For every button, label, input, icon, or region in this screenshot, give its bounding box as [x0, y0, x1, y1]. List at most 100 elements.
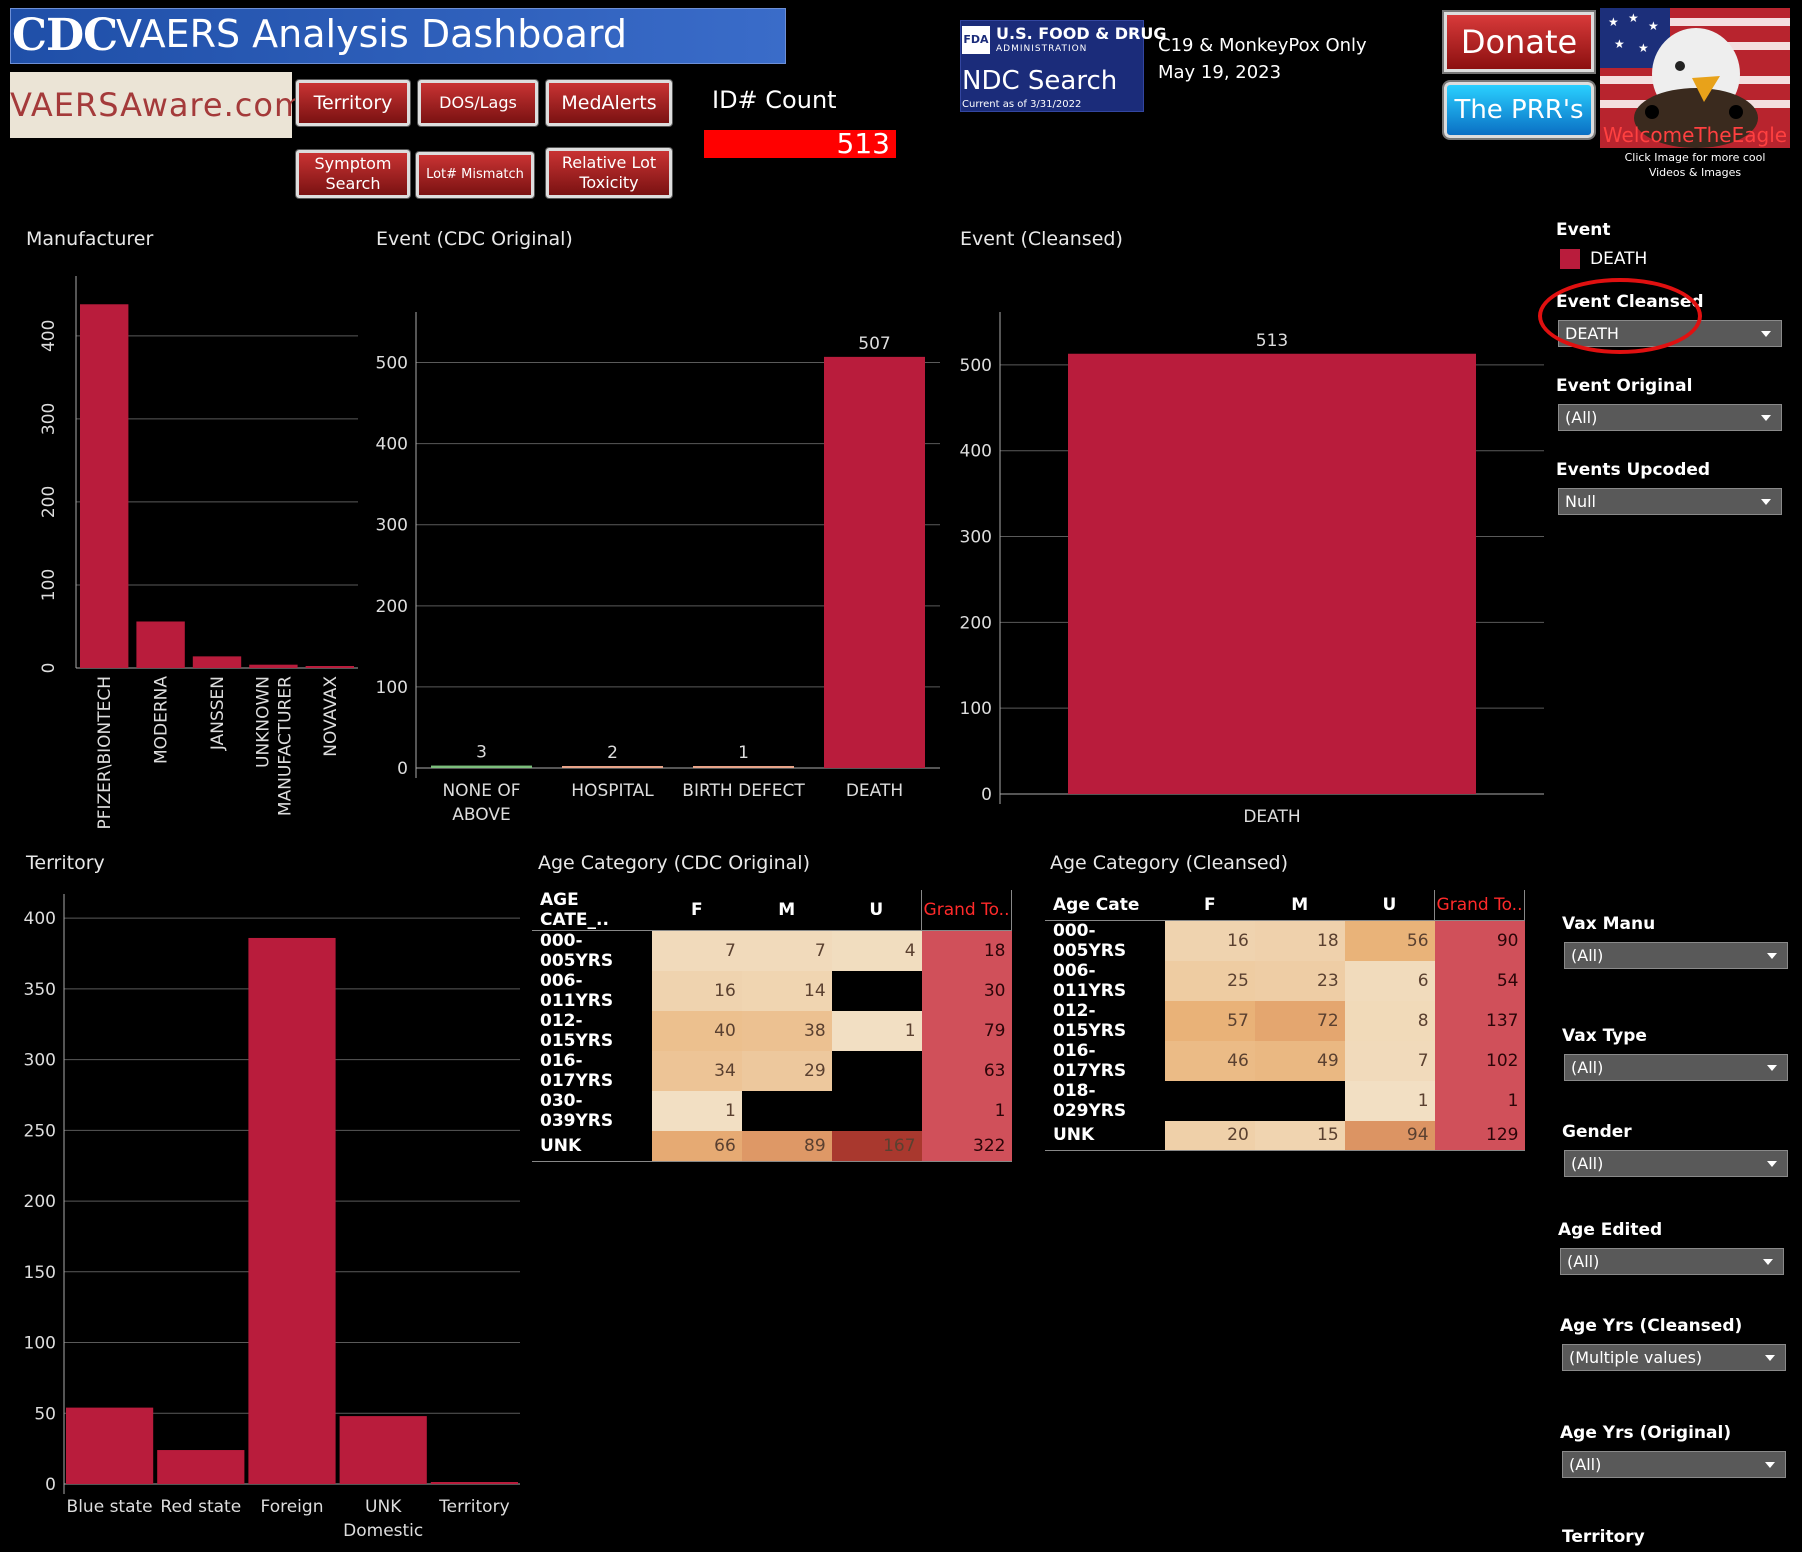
- row-label[interactable]: UNK: [1045, 1120, 1165, 1151]
- prr-button[interactable]: The PRR's: [1444, 82, 1594, 138]
- heatmap-cell[interactable]: 1: [1344, 1080, 1435, 1121]
- heatmap-cell[interactable]: 94: [1344, 1120, 1435, 1151]
- column-header[interactable]: F: [651, 890, 742, 931]
- column-header[interactable]: U: [1344, 890, 1435, 921]
- bar-red-state[interactable]: [157, 1450, 245, 1484]
- row-label[interactable]: 030-039YRS: [540, 1091, 614, 1131]
- event-original-chart[interactable]: 0 100 200 300 400 500 3 NONE OF ABOVE 2 HOSPITAL 1 B…: [360, 262, 950, 832]
- heatmap-cell[interactable]: 6: [1344, 960, 1435, 1001]
- column-header[interactable]: M: [741, 890, 832, 931]
- bar-foreign[interactable]: [248, 937, 336, 1484]
- eagle-image-link[interactable]: ★ ★★ ★ ★ WelcomeTheEagle: [1600, 8, 1790, 148]
- nav-territory-button[interactable]: Territory: [296, 80, 410, 126]
- vax-type-filter-dropdown[interactable]: (All): [1564, 1054, 1788, 1081]
- heatmap-cell[interactable]: 46: [1164, 1040, 1255, 1081]
- column-header[interactable]: Grand To..: [1434, 890, 1525, 921]
- heatmap-cell[interactable]: 14: [741, 971, 832, 1011]
- row-label[interactable]: 012-015YRS: [1053, 1000, 1127, 1041]
- grand-total-cell[interactable]: 18: [921, 930, 1012, 971]
- grand-total-cell[interactable]: 90: [1434, 920, 1525, 961]
- bar-hospital[interactable]: [562, 766, 663, 768]
- vax-manu-filter-dropdown[interactable]: (All): [1564, 942, 1788, 969]
- heatmap-cell[interactable]: 49: [1254, 1040, 1345, 1081]
- bar-pfizer-biontech[interactable]: [80, 304, 129, 668]
- grand-total-cell[interactable]: 54: [1434, 960, 1525, 1001]
- territory-chart[interactable]: 0 50 100 150 200 250 300 350 400 Blue state Red st…: [10, 880, 530, 1552]
- heatmap-cell[interactable]: 16: [651, 971, 742, 1011]
- column-header[interactable]: F: [1164, 890, 1255, 921]
- row-label[interactable]: 006-011YRS: [540, 971, 614, 1011]
- heatmap-cell[interactable]: 8: [1344, 1000, 1435, 1041]
- age-yrs-original-filter-dropdown[interactable]: (All): [1562, 1451, 1786, 1478]
- heatmap-cell[interactable]: 38: [741, 1011, 832, 1051]
- heatmap-cell[interactable]: 18: [1254, 920, 1345, 961]
- nav-symptom-search-button[interactable]: Symptom Search: [296, 150, 410, 198]
- donate-button[interactable]: Donate: [1444, 12, 1594, 72]
- grand-total-cell[interactable]: 1: [1434, 1080, 1525, 1121]
- age-yrs-cleansed-filter-dropdown[interactable]: (Multiple values): [1562, 1344, 1786, 1371]
- heatmap-cell[interactable]: 56: [1344, 920, 1435, 961]
- heatmap-cell[interactable]: 15: [1254, 1120, 1345, 1151]
- site-logo-link[interactable]: VAERSAware.com: [10, 72, 305, 138]
- column-header[interactable]: Age Cate: [1045, 890, 1165, 921]
- row-label[interactable]: 000-005YRS: [1053, 920, 1127, 961]
- heatmap-cell[interactable]: [1254, 1080, 1345, 1121]
- bar-janssen[interactable]: [192, 656, 242, 668]
- heatmap-cell[interactable]: [1164, 1080, 1255, 1121]
- heatmap-cell[interactable]: [831, 971, 922, 1011]
- heatmap-cell[interactable]: 7: [651, 930, 742, 971]
- row-label[interactable]: 012-015YRS: [540, 1011, 614, 1051]
- column-header[interactable]: AGE CATE_..: [532, 890, 652, 931]
- column-header[interactable]: U: [831, 890, 922, 931]
- heatmap-cell[interactable]: 89: [741, 1131, 832, 1162]
- manufacturer-chart[interactable]: 0 100 200 300 400 PFIZER\BIONTECH MODERNA JANSS…: [30, 262, 370, 832]
- column-header[interactable]: M: [1254, 890, 1345, 921]
- heatmap-cell[interactable]: [741, 1091, 832, 1131]
- row-label[interactable]: 006-011YRS: [1053, 960, 1127, 1001]
- heatmap-cell[interactable]: [831, 1091, 922, 1131]
- grand-total-cell[interactable]: 30: [921, 971, 1012, 1011]
- nav-medalerts-button[interactable]: MedAlerts: [546, 80, 672, 126]
- heatmap-cell[interactable]: 25: [1164, 960, 1255, 1001]
- heatmap-cell[interactable]: 16: [1164, 920, 1255, 961]
- heatmap-cell[interactable]: 4: [831, 930, 922, 971]
- heatmap-cell[interactable]: 40: [651, 1011, 742, 1051]
- heatmap-cell[interactable]: 23: [1254, 960, 1345, 1001]
- heatmap-cell[interactable]: 72: [1254, 1000, 1345, 1041]
- grand-total-cell[interactable]: 102: [1434, 1040, 1525, 1081]
- heatmap-cell[interactable]: 167: [831, 1131, 922, 1162]
- bar-birth-defect[interactable]: [693, 766, 794, 768]
- grand-total-cell[interactable]: 63: [921, 1051, 1012, 1091]
- grand-total-cell[interactable]: 322: [921, 1131, 1012, 1162]
- heatmap-cell[interactable]: 1: [651, 1091, 742, 1131]
- bar-territory[interactable]: [430, 1482, 518, 1484]
- age-edited-filter-dropdown[interactable]: (All): [1560, 1248, 1784, 1275]
- event-original-filter-dropdown[interactable]: (All): [1558, 404, 1782, 431]
- bar-novavax[interactable]: [305, 666, 354, 668]
- heatmap-cell[interactable]: 66: [651, 1131, 742, 1162]
- row-label[interactable]: UNK: [532, 1131, 652, 1162]
- bar-none-of-above[interactable]: [431, 765, 532, 768]
- column-header[interactable]: Grand To..: [921, 890, 1012, 931]
- bar-unk-domestic[interactable]: [339, 1416, 427, 1484]
- heatmap-cell[interactable]: 34: [651, 1051, 742, 1091]
- nav-relative-lot-toxicity-button[interactable]: Relative Lot Toxicity: [546, 148, 672, 198]
- grand-total-cell[interactable]: 137: [1434, 1000, 1525, 1041]
- gender-filter-dropdown[interactable]: (All): [1564, 1150, 1788, 1177]
- heatmap-cell[interactable]: [831, 1051, 922, 1091]
- nav-lot-mismatch-button[interactable]: Lot# Mismatch: [416, 152, 534, 198]
- heatmap-cell[interactable]: 7: [741, 930, 832, 971]
- heatmap-cell[interactable]: 57: [1164, 1000, 1255, 1041]
- bar-blue-state[interactable]: [66, 1407, 154, 1484]
- heatmap-cell[interactable]: 29: [741, 1051, 832, 1091]
- events-upcoded-filter-dropdown[interactable]: Null: [1558, 488, 1782, 515]
- event-cleansed-chart[interactable]: 0 100 200 300 400 500 513 DEATH: [950, 262, 1550, 832]
- row-label[interactable]: 016-017YRS: [540, 1051, 614, 1091]
- bar-death[interactable]: [824, 356, 925, 768]
- row-label[interactable]: 018-029YRS: [1053, 1080, 1127, 1121]
- nav-dos-lags-button[interactable]: DOS/Lags: [418, 80, 538, 126]
- fda-ndc-search-link[interactable]: [960, 20, 1144, 112]
- row-label[interactable]: 000-005YRS: [540, 931, 614, 971]
- bar-death[interactable]: [1068, 353, 1476, 794]
- grand-total-cell[interactable]: 79: [921, 1011, 1012, 1051]
